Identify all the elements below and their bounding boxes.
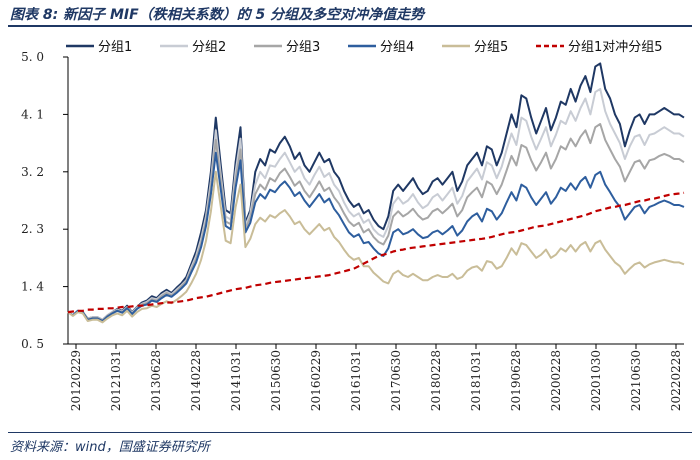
legend-label: 分组2 xyxy=(192,40,226,55)
chart-axes: 5. 0 4. 1 3. 2 2. 3 1. 4 0. 5 20120229 20121031… xyxy=(21,50,684,411)
x-tick-label: 20160229 xyxy=(309,350,323,411)
x-tick-label: 20170630 xyxy=(389,350,403,411)
y-tick-label: 1. 4 xyxy=(21,280,44,294)
x-tick-label: 20180228 xyxy=(429,350,443,411)
source-note: 资料来源：wind，国盛证券研究所 xyxy=(10,440,210,455)
y-tick-label: 5. 0 xyxy=(21,50,44,64)
x-tick-label: 20140228 xyxy=(189,350,203,411)
chart-title: 图表 8: 新因子 MIF（秩相关系数）的 5 分组及多空对冲净值走势 xyxy=(10,7,425,23)
x-tick-label: 20210630 xyxy=(629,350,643,411)
legend-label: 分组4 xyxy=(380,40,414,55)
x-tick-label: 20220228 xyxy=(669,350,683,411)
series-line-4 xyxy=(67,151,685,322)
title-divider xyxy=(8,25,692,27)
x-tick-label: 20161031 xyxy=(349,350,363,411)
legend-label: 分组1 xyxy=(98,40,132,55)
x-tick-label: 20181031 xyxy=(469,350,483,411)
x-tick-label: 20120229 xyxy=(69,350,83,411)
chart-legend: 分组1 分组2 分组3 分组4 分组5 分组1对冲分组5 xyxy=(66,40,663,55)
x-tick-label: 20130628 xyxy=(149,350,163,411)
y-tick-label: 4. 1 xyxy=(21,107,44,121)
x-tick-label: 20121031 xyxy=(109,350,123,411)
x-tick-label: 20190628 xyxy=(509,350,523,411)
line-chart: 分组1 分组2 分组3 分组4 分组5 分组1对冲分组5 5. 0 4. 1 3. 2 2. 3… xyxy=(21,40,685,411)
y-tick-label: 2. 3 xyxy=(21,222,44,236)
series-line-2 xyxy=(67,87,685,321)
chart-series xyxy=(67,62,685,324)
y-tick-label: 0. 5 xyxy=(21,337,44,351)
series-line-1 xyxy=(67,62,685,321)
x-tick-label: 20150630 xyxy=(269,350,283,411)
y-tick-label: 3. 2 xyxy=(21,165,44,179)
legend-label: 分组1对冲分组5 xyxy=(568,40,663,55)
legend-label: 分组3 xyxy=(286,40,320,55)
x-tick-label: 20200228 xyxy=(549,350,563,411)
x-tick-label: 20201030 xyxy=(589,350,603,411)
x-tick-label: 20141031 xyxy=(229,350,243,411)
series-line-6 xyxy=(67,191,685,314)
footer-divider xyxy=(8,432,692,433)
series-line-3 xyxy=(67,123,685,322)
legend-label: 分组5 xyxy=(474,40,508,55)
